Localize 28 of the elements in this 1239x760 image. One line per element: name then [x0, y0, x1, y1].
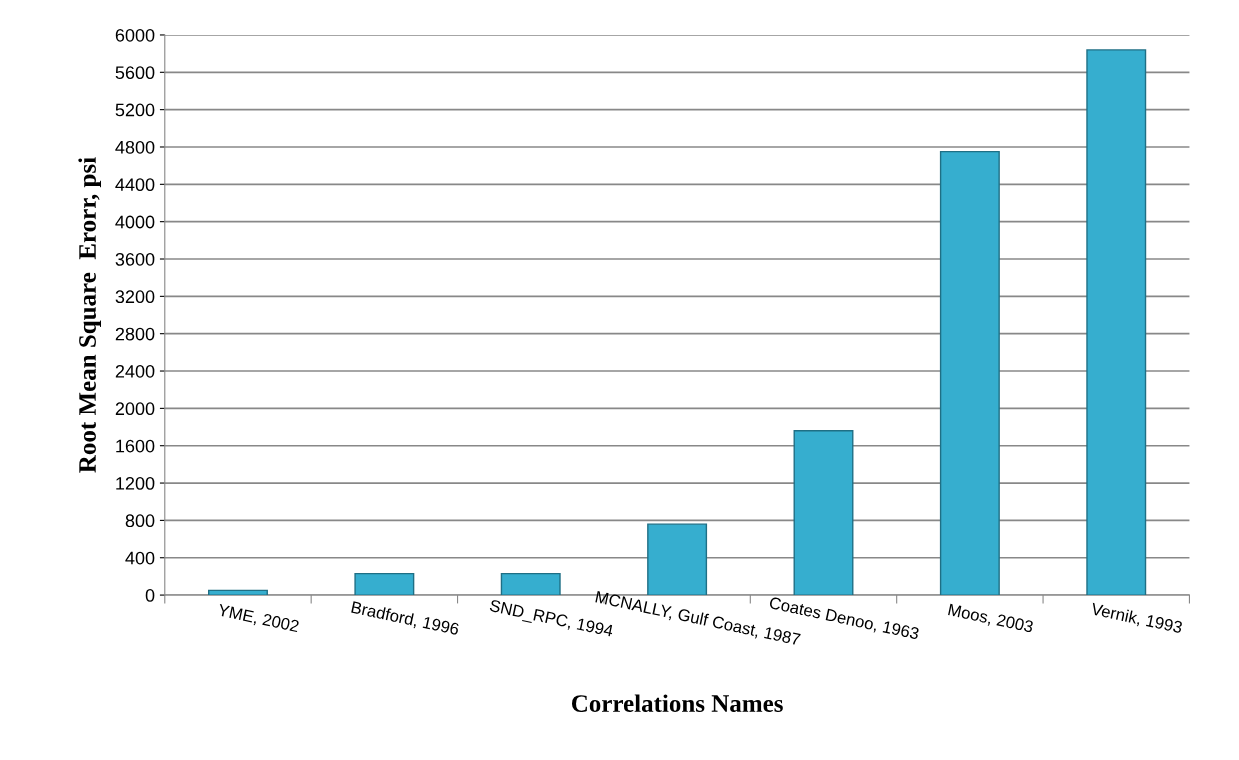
y-tick-label: 1200 [116, 476, 155, 490]
y-tick-label: 6000 [115, 28, 155, 42]
y-axis-title: Root Mean Square Erorr, psi [78, 157, 102, 473]
y-tick-label: 3200 [115, 290, 155, 304]
y-tick-label: 4800 [115, 140, 155, 154]
y-tick-label: 5200 [115, 103, 155, 117]
bar [793, 430, 854, 596]
x-tick-label: YME, 2002 [217, 603, 300, 635]
x-tick-label: Moos, 2003 [947, 603, 1034, 635]
x-tick-label: Vernik, 1993 [1090, 602, 1183, 636]
y-tick-label: 800 [125, 514, 155, 528]
bar [939, 150, 1000, 596]
y-tick-label: 2800 [115, 327, 155, 341]
x-tick-label: Bradford, 1996 [350, 600, 460, 638]
bar [500, 572, 561, 596]
y-tick-label: 4400 [115, 178, 155, 192]
y-tick-label: 4000 [115, 215, 155, 229]
y-tick-label: 400 [125, 551, 155, 565]
y-tick-label: 0 [145, 589, 155, 602]
x-axis-title: Correlations Names [571, 694, 783, 712]
y-tick-label: 2000 [115, 402, 155, 416]
y-tick-label: 1600 [116, 439, 155, 453]
y-tick-label: 2400 [115, 364, 155, 378]
bar [354, 572, 415, 596]
y-tick-label: 3600 [115, 252, 155, 266]
y-tick-label: 5600 [115, 66, 155, 80]
bar [208, 589, 268, 596]
bar [1086, 49, 1147, 596]
